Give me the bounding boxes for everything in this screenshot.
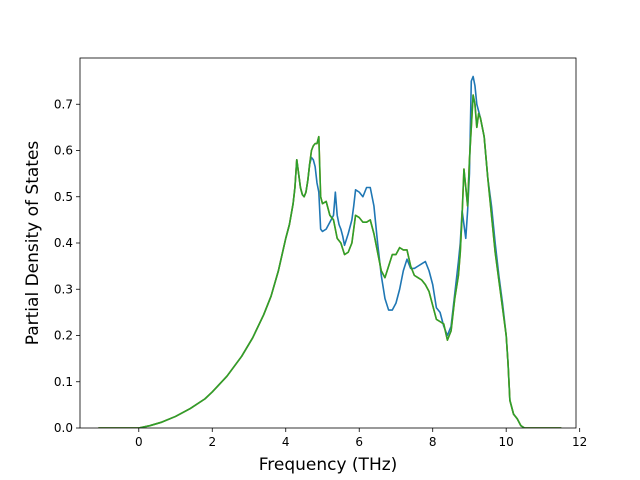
x-tick-label: 4 xyxy=(282,435,290,449)
y-tick-label: 0.4 xyxy=(54,236,73,250)
series-layer xyxy=(98,75,562,428)
x-tick-label: 2 xyxy=(208,435,216,449)
y-tick-label: 0.7 xyxy=(54,97,73,111)
y-tick-label: 0.0 xyxy=(54,421,73,435)
x-tick-label: 8 xyxy=(429,435,437,449)
x-axis-ticks: 0 2 4 6 8 10 12 xyxy=(135,428,587,449)
x-axis-label: Frequency (THz) xyxy=(259,455,398,475)
plot-area xyxy=(80,58,576,428)
x-tick-label: 10 xyxy=(499,435,514,449)
y-tick-label: 0.3 xyxy=(54,282,73,296)
x-tick-label: 6 xyxy=(355,435,363,449)
x-tick-label: 0 xyxy=(135,435,143,449)
y-axis-label: Partial Density of States xyxy=(23,141,43,346)
y-tick-label: 0.5 xyxy=(54,190,73,204)
y-tick-label: 0.2 xyxy=(54,329,73,343)
y-tick-label: 0.6 xyxy=(54,144,73,158)
y-tick-label: 0.1 xyxy=(54,375,73,389)
series-line-3 xyxy=(98,94,562,428)
x-tick-label: 12 xyxy=(572,435,587,449)
y-axis-ticks: 0.0 0.1 0.2 0.3 0.4 0.5 0.6 0.7 xyxy=(54,97,80,435)
